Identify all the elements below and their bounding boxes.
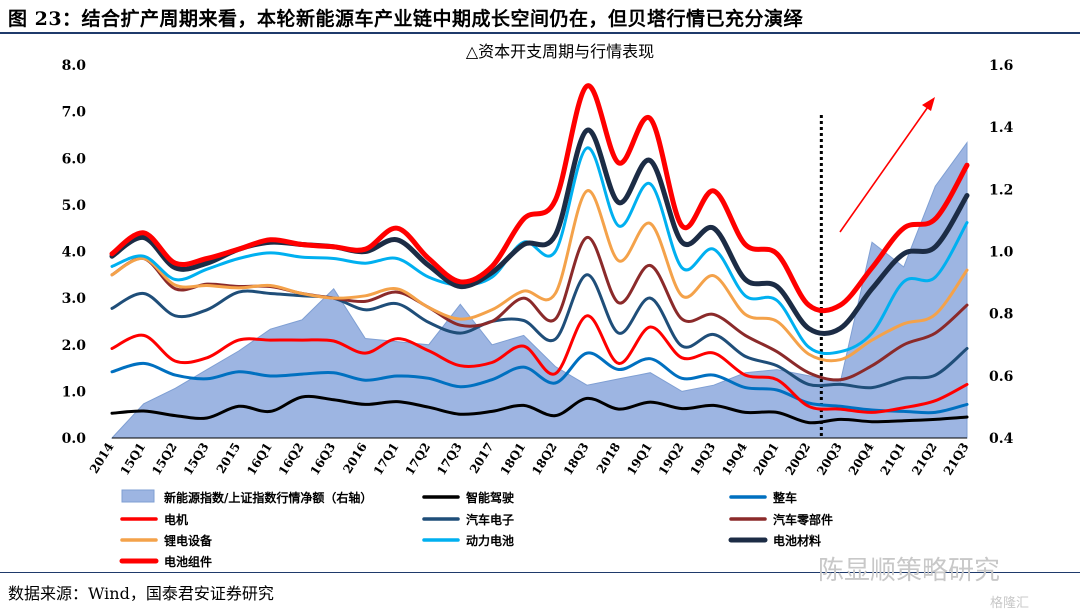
- x-tick-label: 2017: [467, 440, 497, 476]
- legend-label: 新能源指数/上证指数行情净额（右轴）: [164, 490, 372, 505]
- y-tick-label: 8.0: [62, 58, 87, 74]
- series-line-7: [110, 146, 969, 356]
- legend-label: 动力电池: [466, 533, 514, 548]
- y-tick-label: 5.0: [62, 198, 87, 214]
- trend-arrow-head: [922, 97, 935, 111]
- legend-label: 电机: [164, 512, 188, 527]
- series-line-3: [110, 314, 969, 414]
- x-tick-label: 21Q2: [909, 440, 940, 478]
- y-tick-label: 2.0: [62, 338, 87, 354]
- x-tick-label: 21Q1: [878, 440, 909, 478]
- x-tick-label: 2016: [340, 440, 370, 476]
- x-tick-label: 18Q2: [529, 440, 560, 478]
- y-tick-label: 1.0: [62, 384, 87, 400]
- x-tick-label: 19Q2: [656, 440, 687, 478]
- trend-arrow: [839, 103, 931, 233]
- x-tick-label: 15Q3: [181, 440, 212, 478]
- legend-label: 智能驾驶: [465, 490, 514, 505]
- x-tick-label: 2015: [214, 440, 244, 476]
- x-tick-label: 2018: [594, 440, 624, 476]
- x-tick-label: 17Q3: [434, 440, 465, 478]
- x-tick-label: 19Q4: [719, 440, 750, 478]
- series-line-4: [110, 273, 969, 390]
- y-tick-label: 0.0: [62, 431, 87, 447]
- legend-label: 电池材料: [773, 533, 821, 548]
- series-line-2: [110, 351, 969, 415]
- series-area-0: [110, 141, 968, 439]
- y-tick-label: 6.0: [62, 151, 87, 167]
- x-tick-label: 16Q2: [276, 440, 307, 478]
- series-line-6: [110, 189, 969, 363]
- y2-tick-label: 0.6: [989, 369, 1013, 385]
- x-tick-label: 18Q1: [498, 440, 529, 478]
- legend-swatch: [121, 489, 155, 503]
- x-tick-label: 20Q3: [814, 440, 845, 478]
- x-tick-label: 16Q1: [244, 440, 275, 478]
- x-tick-label: 17Q1: [371, 440, 402, 478]
- series-line-9: [109, 83, 970, 314]
- watermark: 陈显顺策略研究: [818, 556, 1001, 586]
- title-rule: [0, 32, 1080, 34]
- y2-tick-label: 1.4: [989, 120, 1014, 136]
- x-tick-label: 20Q1: [751, 440, 782, 478]
- x-tick-label: 19Q3: [688, 440, 719, 478]
- x-tick-label: 15Q1: [118, 440, 149, 478]
- y2-tick-label: 1.2: [989, 182, 1013, 198]
- x-tick-label: 18Q3: [561, 440, 592, 478]
- x-tick-label: 20Q4: [846, 440, 877, 478]
- bottom-rule: [0, 572, 1080, 573]
- chart: △资本开支周期与行情表现 0.0 1.0 2.0 3.0 4.0 5.0 6.0 7.0 8.0…: [62, 42, 1014, 569]
- x-tick-label: 20Q2: [783, 440, 814, 478]
- y2-tick-label: 1.6: [989, 58, 1013, 74]
- x-tick-label: 21Q3: [941, 440, 972, 478]
- series-line-1: [110, 394, 969, 425]
- chart-title: △资本开支周期与行情表现: [466, 42, 654, 61]
- x-tick-label: 2014: [87, 440, 117, 476]
- legend-label: 汽车零部件: [773, 512, 833, 527]
- watermark-sub: 格隆汇: [990, 596, 1030, 611]
- x-tick-label: 16Q3: [308, 440, 339, 478]
- x-tick-label: 15Q2: [149, 440, 180, 478]
- legend-label: 汽车电子: [466, 512, 514, 527]
- series-line-8: [109, 127, 970, 336]
- y-tick-label: 4.0: [62, 245, 87, 261]
- source-note: 数据来源：Wind，国泰君安证券研究: [8, 584, 274, 603]
- legend-label: 锂电设备: [164, 533, 213, 548]
- x-tick-label: 17Q2: [403, 440, 434, 478]
- legend-label: 整车: [772, 490, 797, 505]
- y-tick-label: 3.0: [62, 291, 87, 307]
- y2-tick-label: 0.4: [989, 431, 1014, 447]
- y-tick-label: 7.0: [62, 105, 87, 121]
- legend-label: 电池组件: [164, 554, 212, 569]
- y2-tick-label: 1.0: [989, 245, 1014, 261]
- y2-tick-label: 0.8: [989, 307, 1013, 323]
- figure-title: 图 23：结合扩产周期来看，本轮新能源车产业链中期成长空间仍在，但贝塔行情已充分…: [8, 8, 804, 30]
- x-tick-label: 19Q1: [624, 440, 655, 478]
